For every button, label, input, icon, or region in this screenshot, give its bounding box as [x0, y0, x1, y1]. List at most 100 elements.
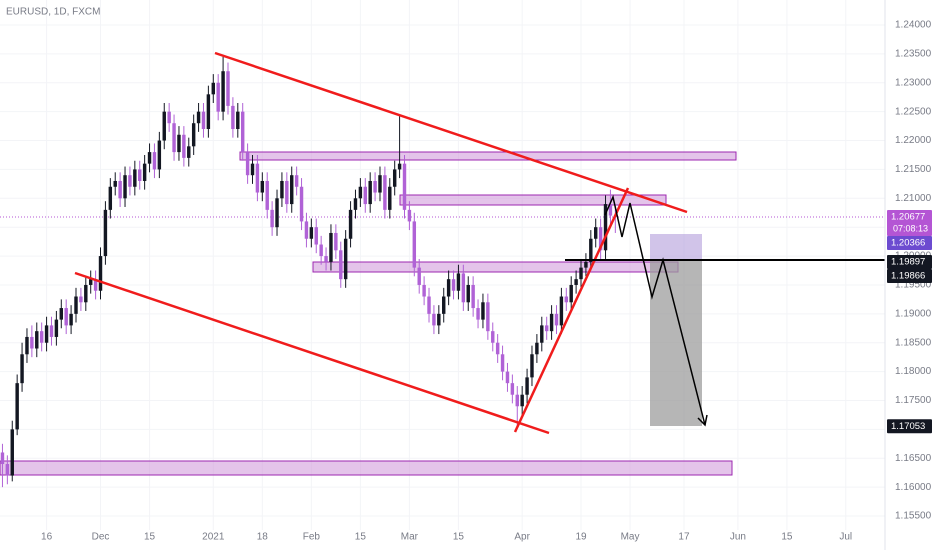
- price-label: 1.20366: [891, 237, 925, 248]
- y-tick-label: 1.22500: [895, 106, 932, 117]
- candle-body: [138, 169, 142, 181]
- candle-body: [59, 308, 64, 320]
- candle-body: [0, 452, 5, 465]
- candle-body: [324, 256, 328, 262]
- candle-body: [157, 140, 162, 170]
- y-tick-label: 1.18000: [895, 366, 932, 377]
- candle-body: [196, 111, 201, 124]
- zone: [0, 460, 733, 476]
- candle-body: [35, 331, 39, 349]
- y-tick-label: 1.19500: [895, 280, 932, 291]
- price-label-box: [887, 235, 932, 250]
- candle-body: [216, 82, 220, 112]
- candle-body: [535, 342, 539, 355]
- candle-body: [417, 267, 421, 285]
- x-tick-label: Dec: [92, 532, 110, 543]
- candle-body: [147, 152, 152, 164]
- drawings: [0, 151, 737, 476]
- candle-body: [481, 302, 485, 320]
- candle-body: [392, 169, 397, 187]
- candle-body: [461, 273, 466, 303]
- candle-body: [378, 175, 382, 193]
- candle-body: [476, 308, 480, 320]
- x-tick-label: Apr: [514, 532, 530, 543]
- candle-body: [118, 180, 122, 199]
- candle-body: [446, 279, 451, 297]
- candle-body: [191, 123, 196, 147]
- candle-body: [319, 244, 323, 257]
- candle-body: [603, 204, 608, 251]
- zone: [399, 194, 667, 206]
- zone: [239, 151, 737, 161]
- candle-body: [294, 175, 299, 187]
- y-tick-label: 1.16000: [895, 482, 932, 493]
- candle-body: [54, 319, 59, 337]
- candle-body: [402, 163, 407, 210]
- candle-body: [201, 111, 206, 129]
- candle-body: [540, 325, 544, 343]
- candle-body: [255, 163, 260, 193]
- x-tick-label: 17: [678, 532, 690, 543]
- candle-body: [93, 279, 98, 291]
- candle-body: [598, 227, 603, 251]
- candle-body: [544, 325, 549, 332]
- candle-body: [368, 180, 372, 205]
- x-tick-label: Jul: [839, 532, 852, 543]
- candle-body: [206, 94, 211, 129]
- candle-body: [353, 198, 358, 210]
- candle-body: [167, 111, 171, 124]
- stop-zone: [650, 234, 702, 260]
- candle-body: [510, 383, 515, 395]
- candle-body: [432, 313, 436, 326]
- candle-body: [437, 313, 441, 326]
- candle-body: [177, 134, 181, 153]
- candle-body: [579, 267, 583, 280]
- drawings-top: [74, 51, 885, 435]
- candle-body: [343, 238, 348, 280]
- trend-line: [214, 51, 688, 214]
- candle-body: [486, 302, 490, 332]
- price-label: 1.17053: [891, 421, 925, 432]
- candle-body: [451, 279, 456, 291]
- price-label: 1.19866: [891, 271, 925, 282]
- candle-body: [530, 354, 534, 378]
- y-tick-label: 1.19000: [895, 308, 932, 319]
- x-tick-label: 15: [355, 532, 367, 543]
- candle-body: [388, 186, 392, 210]
- candle-body: [128, 175, 132, 187]
- candle-body: [162, 111, 166, 141]
- arrow-head: [697, 414, 708, 427]
- candle-body: [422, 284, 426, 297]
- projection-path: [604, 194, 706, 426]
- candle-body: [187, 146, 191, 158]
- y-tick-label: 1.24000: [895, 20, 932, 31]
- candle-body: [69, 313, 73, 326]
- candle-body: [491, 331, 495, 343]
- price-label: 1.19897: [891, 257, 925, 268]
- price-label-box: [887, 255, 932, 270]
- candle-body: [589, 238, 593, 262]
- price-label: 1.20677: [891, 211, 925, 222]
- candle-body: [265, 180, 269, 210]
- y-tick-label: 1.23500: [895, 49, 932, 60]
- candle-body: [133, 169, 137, 187]
- candle-body: [407, 209, 412, 222]
- candle-body: [549, 313, 554, 332]
- candle-body: [348, 209, 353, 239]
- candle-body: [363, 186, 367, 205]
- candle-body: [240, 111, 245, 153]
- candles: [0, 56, 618, 488]
- y-tick-label: 1.21500: [895, 164, 932, 175]
- y-tick-label: 1.17500: [895, 395, 932, 406]
- target-zone: [650, 260, 702, 426]
- candle-body: [525, 377, 529, 395]
- candle-body: [304, 221, 309, 239]
- candle-body: [339, 250, 343, 280]
- candle-body: [88, 279, 93, 285]
- candle-body: [520, 394, 524, 407]
- candle-body: [314, 227, 318, 245]
- candle-body: [250, 163, 255, 176]
- candle-body: [569, 284, 573, 303]
- price-label-box: [887, 419, 932, 434]
